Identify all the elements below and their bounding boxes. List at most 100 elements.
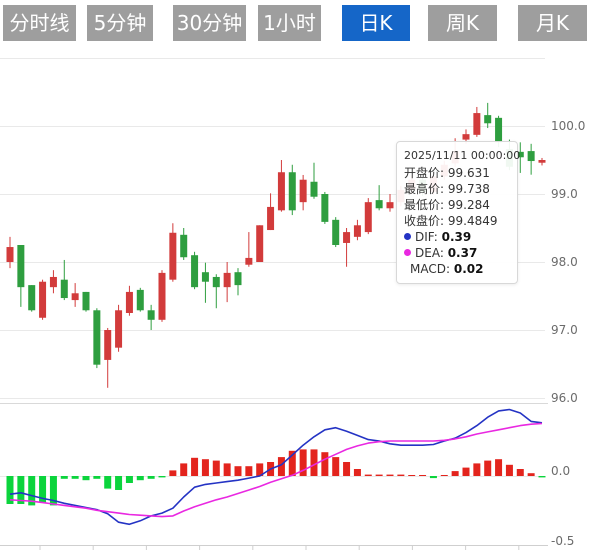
candle-body[interactable] — [245, 257, 253, 265]
macd-bar[interactable] — [28, 476, 36, 506]
macd-bar[interactable] — [223, 463, 231, 476]
macd-bar[interactable] — [17, 476, 25, 504]
candle-body[interactable] — [93, 310, 101, 365]
tab-week-k[interactable]: 周K — [428, 5, 497, 41]
candle-body[interactable] — [60, 279, 68, 299]
candle-body[interactable] — [386, 202, 394, 209]
macd-bar[interactable] — [82, 476, 90, 481]
macd-bar[interactable] — [158, 476, 166, 478]
macd-bar[interactable] — [245, 466, 253, 476]
candle-body[interactable] — [288, 172, 296, 211]
candle-body[interactable] — [256, 225, 264, 262]
candle-body[interactable] — [516, 151, 524, 158]
candle-body[interactable] — [82, 291, 90, 311]
candle-body[interactable] — [332, 219, 340, 245]
macd-bar[interactable] — [212, 460, 220, 476]
macd-bar[interactable] — [277, 457, 285, 476]
candle-body[interactable] — [169, 232, 177, 280]
tab-30min[interactable]: 30分钟 — [173, 5, 246, 41]
candle-body[interactable] — [17, 245, 25, 288]
candle-body[interactable] — [71, 293, 79, 301]
macd-bar[interactable] — [321, 452, 329, 476]
macd-bar[interactable] — [408, 475, 416, 476]
macd-bar[interactable] — [191, 457, 199, 476]
candle-body[interactable] — [343, 232, 351, 243]
candle-body[interactable] — [375, 200, 383, 209]
candle-body[interactable] — [310, 181, 318, 197]
macd-bar[interactable] — [353, 469, 361, 476]
candle-body[interactable] — [136, 289, 144, 311]
macd-bar[interactable] — [299, 449, 307, 476]
tab-month-k[interactable]: 月K — [518, 5, 587, 41]
macd-bar[interactable] — [419, 475, 427, 476]
tab-day-k[interactable]: 日K — [342, 5, 410, 41]
candle-body[interactable] — [277, 172, 285, 211]
macd-bar[interactable] — [516, 469, 524, 476]
macd-bar[interactable] — [104, 476, 112, 489]
macd-bar[interactable] — [71, 476, 79, 479]
candle-body[interactable] — [212, 276, 220, 288]
candle-body[interactable] — [527, 151, 535, 162]
candle-body[interactable] — [158, 272, 166, 320]
candle-body[interactable] — [267, 206, 275, 231]
macd-bar[interactable] — [495, 459, 503, 476]
macd-bar[interactable] — [147, 476, 155, 479]
macd-bar[interactable] — [60, 476, 68, 479]
candle-body[interactable] — [39, 281, 47, 318]
macd-bar[interactable] — [462, 467, 470, 476]
macd-bar[interactable] — [484, 460, 492, 476]
macd-bar[interactable] — [6, 476, 14, 504]
candle-body[interactable] — [364, 202, 372, 233]
macd-bar[interactable] — [451, 471, 459, 476]
macd-bar[interactable] — [397, 474, 405, 476]
macd-bar[interactable] — [180, 463, 188, 476]
macd-bar[interactable] — [256, 463, 264, 476]
candle-body[interactable] — [28, 285, 36, 311]
macd-bar[interactable] — [332, 457, 340, 476]
macd-bar[interactable] — [288, 450, 296, 476]
macd-bar[interactable] — [93, 476, 101, 479]
tab-5min[interactable]: 5分钟 — [87, 5, 153, 41]
macd-bar[interactable] — [386, 474, 394, 476]
macd-bar[interactable] — [310, 449, 318, 476]
candle-body[interactable] — [147, 310, 155, 320]
candle-body[interactable] — [191, 255, 199, 288]
candle-body[interactable] — [6, 247, 14, 262]
candle-body[interactable] — [353, 225, 361, 237]
candle-body[interactable] — [223, 272, 231, 288]
tab-1hour[interactable]: 1小时 — [258, 5, 321, 41]
macd-bar[interactable] — [136, 476, 144, 481]
candle-body[interactable] — [125, 291, 133, 313]
candle-body[interactable] — [49, 276, 57, 288]
macd-bar[interactable] — [343, 462, 351, 476]
macd-bar[interactable] — [115, 476, 123, 490]
macd-bar[interactable] — [364, 474, 372, 476]
macd-bar[interactable] — [527, 473, 535, 476]
candle-body[interactable] — [104, 330, 112, 360]
candle-body[interactable] — [299, 179, 307, 203]
macd-bar[interactable] — [39, 476, 47, 503]
macd-bar[interactable] — [505, 464, 513, 476]
candle-body[interactable] — [321, 194, 329, 222]
macd-bar[interactable] — [201, 459, 209, 476]
candle-body[interactable] — [201, 272, 209, 282]
macd-bar[interactable] — [234, 466, 242, 476]
macd-bar[interactable] — [440, 475, 448, 476]
macd-bar[interactable] — [125, 476, 133, 483]
macd-bar[interactable] — [375, 474, 383, 476]
macd-bar[interactable] — [429, 476, 437, 479]
macd-bar[interactable] — [538, 476, 546, 478]
candle-body[interactable] — [538, 160, 546, 163]
candle-body[interactable] — [484, 115, 492, 124]
candle-body[interactable] — [495, 117, 503, 143]
candle-body[interactable] — [473, 113, 481, 135]
tab-time-share[interactable]: 分时线 — [3, 5, 76, 41]
candle-body[interactable] — [115, 310, 123, 348]
candle-body[interactable] — [234, 272, 242, 286]
candle-body[interactable] — [180, 234, 188, 258]
macd-bar[interactable] — [49, 476, 57, 506]
candle-body[interactable] — [462, 134, 470, 140]
macd-bar[interactable] — [169, 470, 177, 476]
macd-bar[interactable] — [473, 463, 481, 476]
